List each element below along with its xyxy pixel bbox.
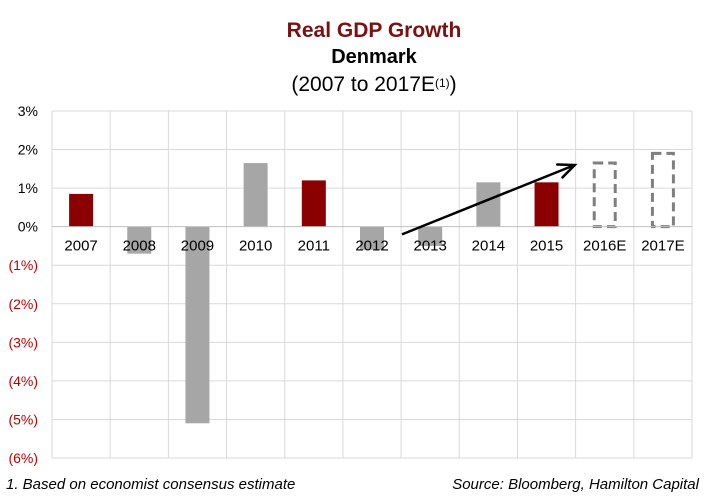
y-tick-label: 1% bbox=[18, 180, 38, 196]
bar bbox=[418, 226, 443, 246]
x-tick-label: 2016E bbox=[583, 238, 626, 255]
footnote: 1. Based on economist consensus estimate bbox=[6, 476, 296, 493]
range-label-close: ) bbox=[449, 73, 457, 96]
y-tick-label: 3% bbox=[18, 103, 38, 119]
range-label-text: (2007 to 2017E bbox=[291, 73, 435, 96]
x-tick-label: 2010 bbox=[239, 238, 272, 255]
x-tick-label: 2011 bbox=[298, 238, 330, 255]
trend-arrow-head bbox=[556, 163, 578, 179]
y-tick-label: 2% bbox=[18, 142, 38, 158]
x-tick-label: 2017E bbox=[641, 238, 684, 255]
bar bbox=[301, 180, 326, 227]
x-tick-label: 2014 bbox=[472, 238, 505, 255]
source-note: Source: Bloomberg, Hamilton Capital bbox=[452, 476, 699, 493]
bar-estimate bbox=[650, 151, 675, 229]
y-tick-label: 0% bbox=[18, 219, 38, 235]
range-footnote-marker: (1) bbox=[434, 76, 450, 90]
y-tick-label: (5%) bbox=[8, 411, 38, 427]
y-tick-label: (6%) bbox=[8, 450, 38, 466]
x-tick-label: 2009 bbox=[181, 238, 214, 255]
bar bbox=[360, 226, 384, 250]
x-tick-label: 2015 bbox=[530, 238, 563, 255]
bar bbox=[476, 182, 501, 227]
chart-subtitle: Denmark bbox=[331, 46, 417, 68]
y-tick-label: (1%) bbox=[8, 257, 38, 273]
chart-title: Real GDP Growth bbox=[286, 19, 462, 42]
bar bbox=[69, 193, 94, 227]
bar bbox=[185, 226, 210, 424]
y-tick-label: (2%) bbox=[8, 296, 38, 312]
bar bbox=[127, 226, 152, 254]
chart-range-label: (2007 to 2017E(1)) bbox=[0, 70, 711, 100]
x-tick-label: 2008 bbox=[123, 238, 156, 255]
x-tick-label: 2012 bbox=[355, 238, 388, 255]
x-tick-label: 2007 bbox=[64, 238, 97, 255]
bar bbox=[243, 163, 268, 227]
bar-estimate bbox=[592, 161, 617, 229]
trend-arrow-line bbox=[401, 163, 576, 236]
y-tick-label: (3%) bbox=[8, 334, 38, 350]
y-tick-label: (4%) bbox=[8, 373, 38, 389]
bar bbox=[534, 182, 559, 227]
x-tick-label: 2013 bbox=[413, 238, 446, 255]
